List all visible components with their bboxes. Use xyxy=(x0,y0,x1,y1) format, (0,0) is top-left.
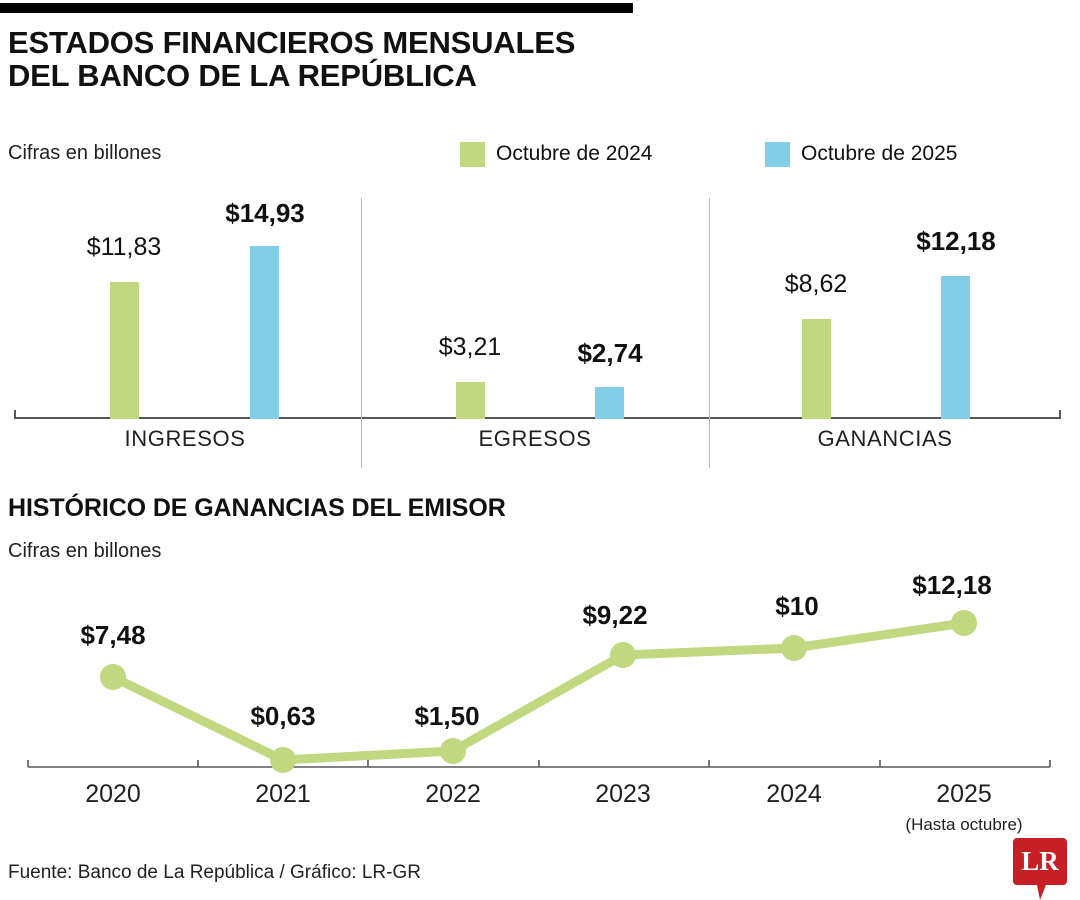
bar-group-label-ingresos: INGRESOS xyxy=(124,426,246,451)
group-divider-1 xyxy=(361,198,362,468)
bar-value-egresos-2025: $2,74 xyxy=(577,338,643,368)
line-point-2024 xyxy=(781,635,807,661)
bar-group-label-ganancias: GANANCIAS xyxy=(817,426,953,451)
line-value-2025: $12,18 xyxy=(912,570,992,600)
section-subtitle-historico: Cifras en billones xyxy=(8,540,162,562)
line-chart-axis xyxy=(27,760,1051,768)
legend-item-2025: Octubre de 2025 xyxy=(765,140,957,168)
bar-chart-axis xyxy=(14,410,1061,419)
source-credit: Fuente: Banco de La República / Gráfico:… xyxy=(8,862,421,883)
line-point-2022 xyxy=(440,738,466,764)
bar-group-label-egresos: EGRESOS xyxy=(478,426,592,451)
legend-item-2024: Octubre de 2024 xyxy=(460,140,652,168)
lr-logo-bubble-icon xyxy=(1013,838,1067,900)
page-title: ESTADOS FINANCIEROS MENSUALES DEL BANCO … xyxy=(8,25,576,93)
bar-chart-legend: Octubre de 2024 Octubre de 2025 xyxy=(460,140,1060,170)
line-xlabel-2024: 2024 xyxy=(766,780,822,808)
line-series-ganancias xyxy=(108,618,969,765)
bar-value-egresos-2024: $3,21 xyxy=(438,333,502,361)
line-xlabel-2025-note: (Hasta octubre) xyxy=(905,815,1023,834)
line-xlabel-2023: 2023 xyxy=(595,780,651,808)
legend-label-2024: Octubre de 2024 xyxy=(496,142,653,165)
lr-logo-text: LR xyxy=(1021,846,1059,876)
line-point-2020 xyxy=(100,664,126,690)
bar-ingresos-2025 xyxy=(250,246,279,419)
line-chart: $7,48 $0,63 $1,50 $9,22 $10 $12,18 2020 … xyxy=(0,570,1080,834)
bar-value-ganancias-2025: $12,18 xyxy=(916,226,996,256)
bar-ingresos-2024 xyxy=(110,282,139,419)
bar-value-ingresos-2024: $11,83 xyxy=(86,233,162,261)
line-value-2024: $10 xyxy=(775,591,819,621)
line-point-2025 xyxy=(951,610,977,636)
legend-swatch-2024 xyxy=(460,141,485,167)
section-title-historico: HISTÓRICO DE GANANCIAS DEL EMISOR xyxy=(8,494,506,522)
bar-ganancias-2025 xyxy=(941,276,970,419)
line-xlabel-2022: 2022 xyxy=(425,780,481,808)
line-chart-svg xyxy=(27,610,1051,773)
bar-egresos-2024 xyxy=(456,382,485,419)
lr-logo: LR xyxy=(1013,838,1067,900)
line-xlabel-2025: 2025 xyxy=(936,780,992,808)
bar-egresos-2025 xyxy=(595,387,624,419)
group-divider-2 xyxy=(709,198,710,468)
bar-value-ganancias-2024: $8,62 xyxy=(784,270,848,298)
top-rule-decoration xyxy=(0,3,633,13)
line-xlabel-2020: 2020 xyxy=(85,780,141,808)
line-value-2022: $1,50 xyxy=(414,701,480,731)
legend-swatch-2025 xyxy=(765,141,790,167)
bar-chart: $11,83 $14,93 INGRESOS $3,21 $2,74 EGRES… xyxy=(0,190,1080,475)
line-point-2021 xyxy=(270,747,296,773)
legend-label-2025: Octubre de 2025 xyxy=(801,142,958,165)
bar-ganancias-2024 xyxy=(802,319,831,419)
line-value-2021: $0,63 xyxy=(250,701,316,731)
line-value-2023: $9,22 xyxy=(582,600,648,630)
line-xlabel-2021: 2021 xyxy=(255,780,311,808)
bar-value-ingresos-2025: $14,93 xyxy=(225,198,305,228)
line-value-2020: $7,48 xyxy=(80,620,146,650)
units-label: Cifras en billones xyxy=(8,142,162,164)
line-point-2023 xyxy=(610,642,636,668)
